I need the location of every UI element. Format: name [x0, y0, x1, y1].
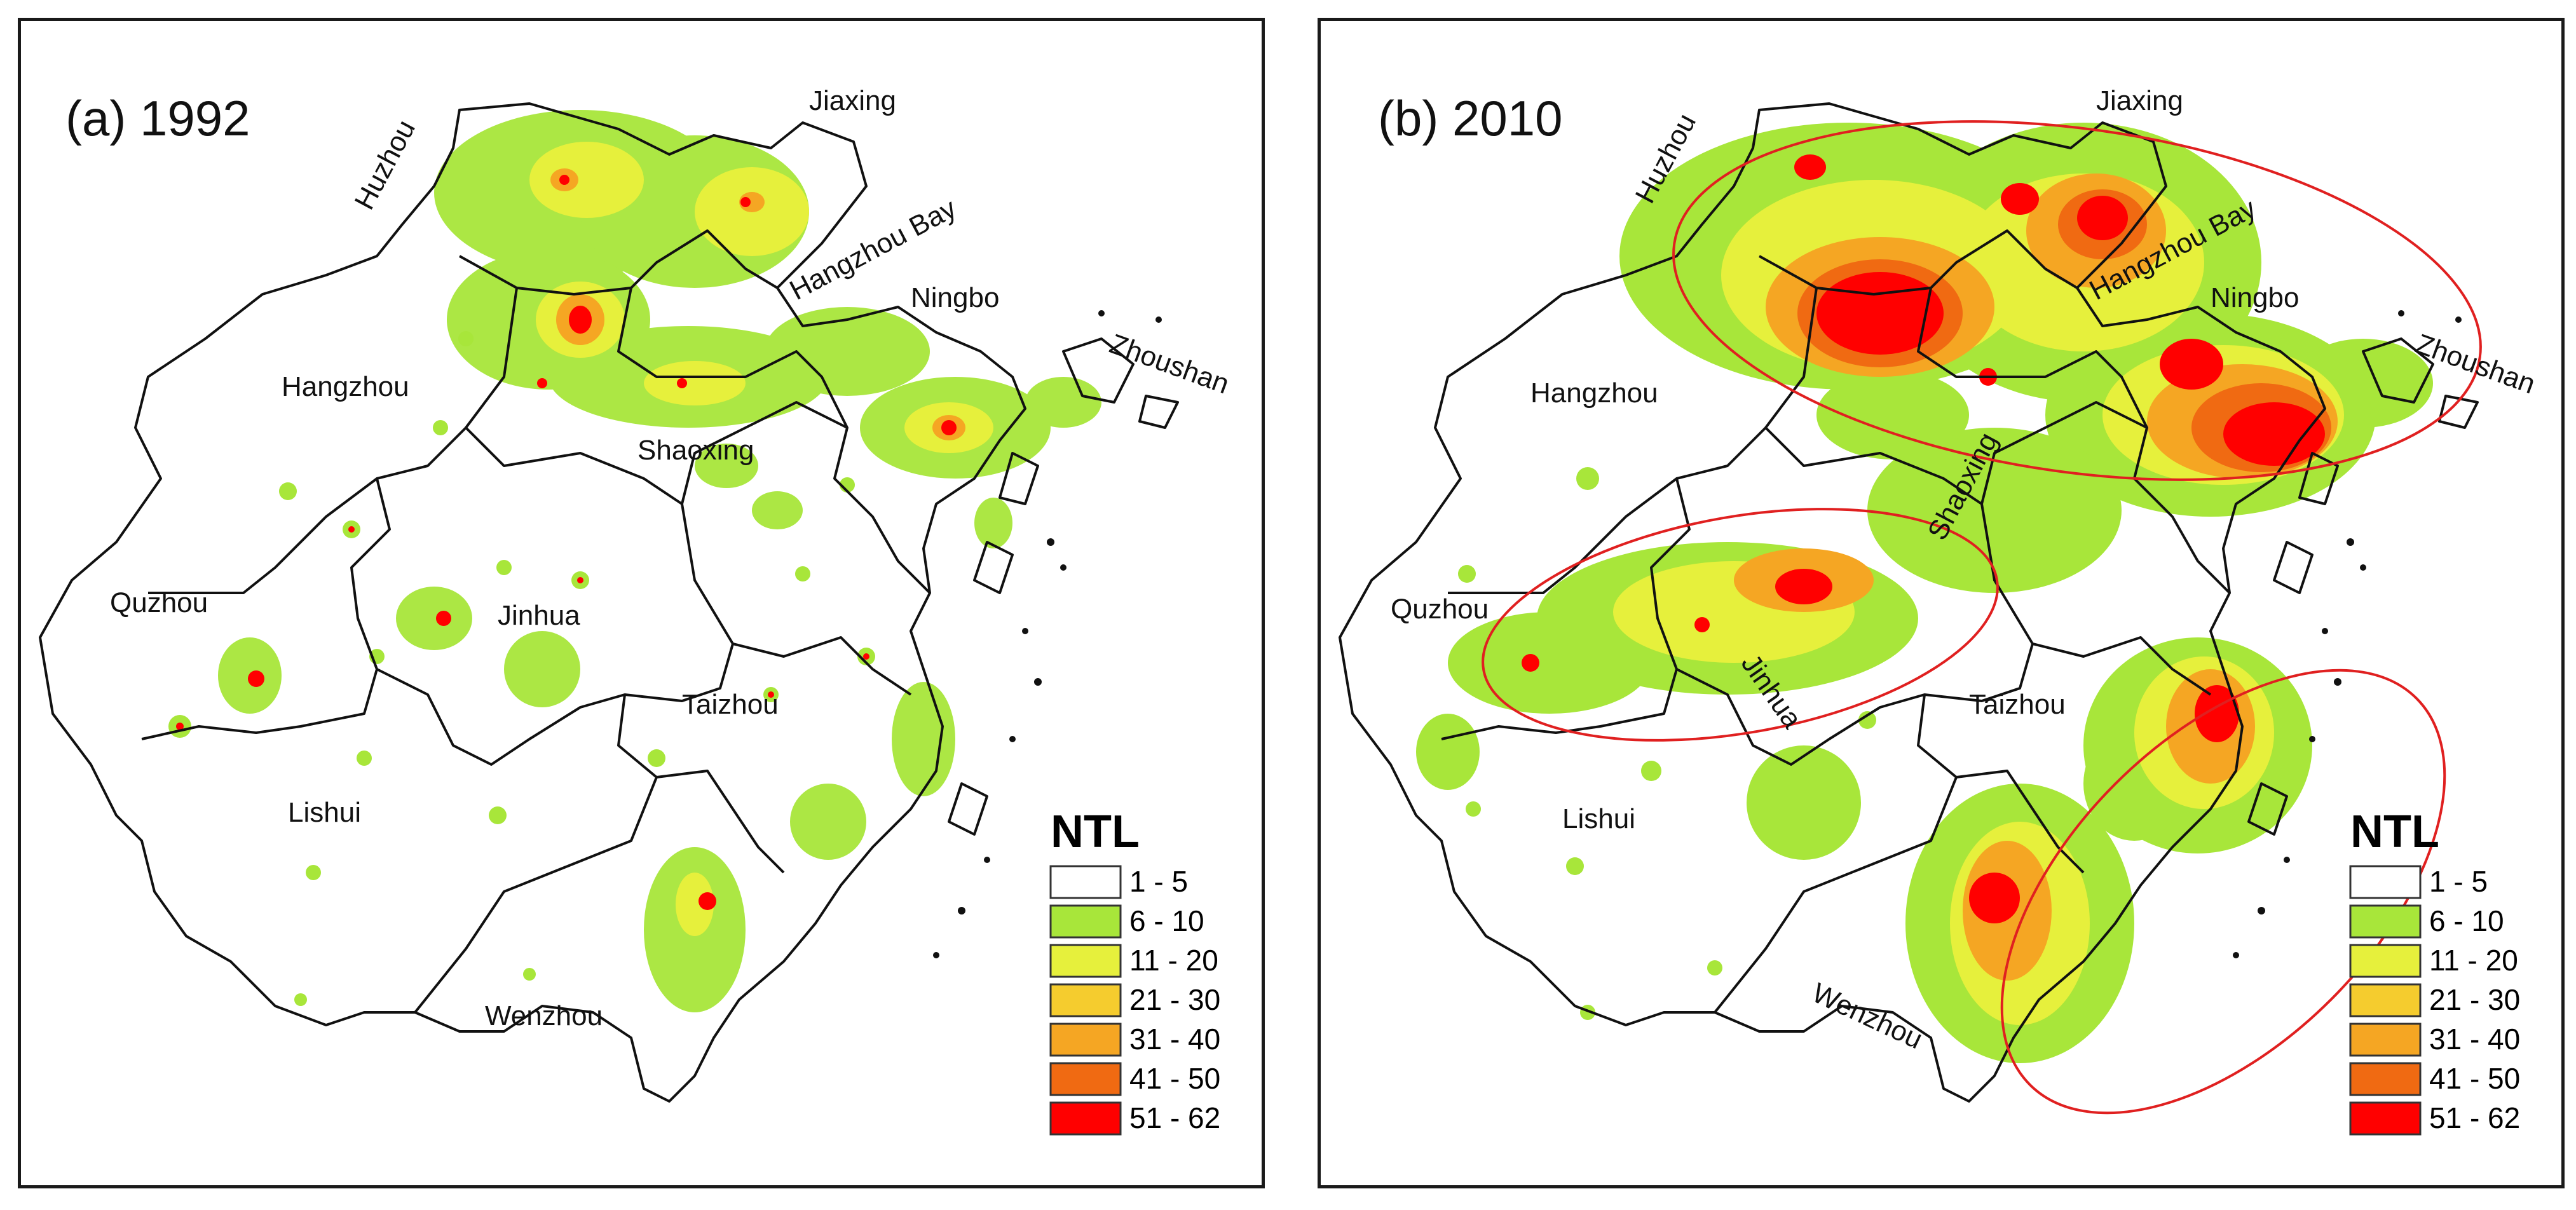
- label-zhoushan: Zhoushan: [1106, 328, 1234, 400]
- prefecture-boundaries: [39, 102, 1179, 1103]
- ntl-lights: [1416, 123, 2433, 1063]
- coastline-fragments: [2233, 310, 2462, 958]
- label-jiaxing: Jiaxing: [809, 85, 896, 116]
- label-huzhou: Huzhou: [349, 115, 421, 215]
- legend-label: 51 - 62: [1129, 1101, 1220, 1134]
- panel-title: (b) 2010: [1378, 90, 1563, 146]
- prefecture-boundaries: [1339, 102, 2479, 1103]
- map-1992: (a) 1992 Huzhou Jiaxing Hangzhou Bay Nin…: [39, 85, 1234, 1136]
- legend: NTL 1 - 5 6 - 10 11 - 20 21 - 30 31 - 40 41 - …: [2349, 806, 2520, 1136]
- legend-title: NTL: [1051, 806, 1140, 857]
- legend-label: 21 - 30: [1129, 983, 1220, 1016]
- highlight-ellipses: [1482, 120, 2482, 1115]
- legend-title: NTL: [2350, 806, 2439, 857]
- map-2010: (b) 2010 Huzhou Jiaxing Hangzhou Bay Nin…: [1339, 85, 2539, 1136]
- legend-swatch: [1049, 944, 1122, 978]
- legend-swatch: [2349, 1023, 2422, 1057]
- legend-swatch: [2349, 983, 2422, 1017]
- label-ningbo: Ningbo: [2211, 282, 2299, 313]
- legend-swatch: [1049, 1101, 1122, 1136]
- legend-label: 41 - 50: [1129, 1062, 1220, 1095]
- map-panel-2010: (b) 2010 Huzhou Jiaxing Hangzhou Bay Nin…: [1318, 18, 2565, 1188]
- label-taizhou: Taizhou: [1969, 689, 2066, 720]
- legend-label: 41 - 50: [2429, 1062, 2520, 1095]
- label-taizhou: Taizhou: [682, 689, 779, 720]
- legend-swatch: [1049, 983, 1122, 1017]
- legend-label: 1 - 5: [2429, 865, 2488, 898]
- legend-label: 11 - 20: [2429, 944, 2518, 977]
- label-shaoxing: Shaoxing: [637, 435, 754, 466]
- legend-label: 21 - 30: [2429, 983, 2520, 1016]
- legend-label: 1 - 5: [1129, 865, 1188, 898]
- label-hangzhou: Hangzhou: [1530, 377, 1658, 409]
- legend-label: 31 - 40: [2429, 1023, 2520, 1056]
- legend-label: 6 - 10: [2429, 904, 2504, 937]
- legend-swatch: [2349, 944, 2422, 978]
- legend-label: 31 - 40: [1129, 1023, 1220, 1056]
- map-panel-1992: (a) 1992 Huzhou Jiaxing Hangzhou Bay Nin…: [18, 18, 1265, 1188]
- legend-swatch: [2349, 1062, 2422, 1096]
- legend-swatch: [1049, 865, 1122, 899]
- legend-swatch: [1049, 904, 1122, 939]
- coastline-fragments: [933, 310, 1162, 958]
- highlight-southeast-ellipse: [2000, 669, 2446, 1115]
- label-jinhua: Jinhua: [498, 600, 580, 631]
- legend-swatch: [2349, 904, 2422, 939]
- label-quzhou: Quzhou: [1391, 594, 1489, 625]
- legend: NTL 1 - 5 6 - 10 11 - 20 21 - 30 31 - 40 41 - …: [1049, 806, 1220, 1136]
- label-hangzhou: Hangzhou: [282, 371, 409, 402]
- highlight-central-ellipse: [1482, 508, 1999, 742]
- legend-swatch: [2349, 1101, 2422, 1136]
- ntl-lights: [168, 110, 1101, 1012]
- panel-title: (a) 1992: [65, 90, 250, 146]
- label-lishui: Lishui: [288, 797, 361, 828]
- legend-swatch: [2349, 865, 2422, 899]
- label-quzhou: Quzhou: [110, 587, 208, 618]
- legend-label: 51 - 62: [2429, 1101, 2520, 1134]
- label-jiaxing: Jiaxing: [2096, 85, 2183, 116]
- highlight-north-ellipse: [1672, 120, 2482, 481]
- label-lishui: Lishui: [1562, 803, 1635, 834]
- legend-swatch: [1049, 1023, 1122, 1057]
- legend-label: 11 - 20: [1129, 944, 1218, 977]
- legend-swatch: [1049, 1062, 1122, 1096]
- legend-label: 6 - 10: [1129, 904, 1204, 937]
- label-ningbo: Ningbo: [911, 282, 999, 313]
- label-wenzhou: Wenzhou: [485, 1000, 603, 1031]
